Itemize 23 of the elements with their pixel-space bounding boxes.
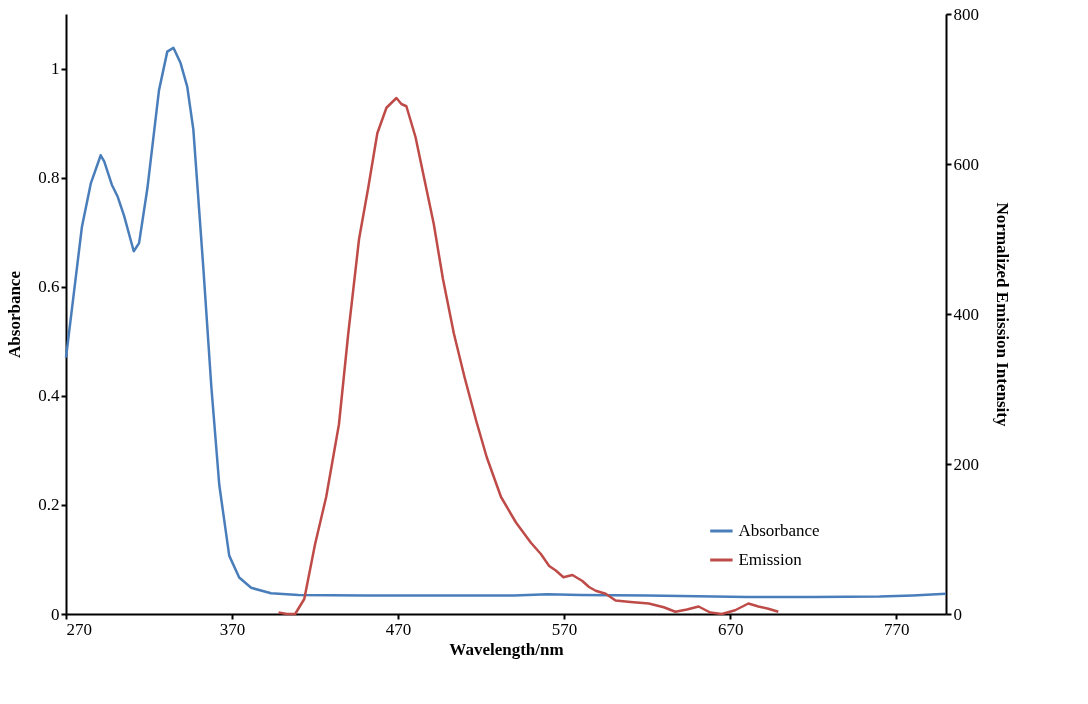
y-tick-label: 1 (51, 59, 60, 79)
y2-tick-label: 800 (953, 4, 979, 24)
y2-axis-title: Normalized Emission Intensity (993, 202, 1012, 427)
x-tick-label: 670 (717, 619, 744, 639)
x-axis-title: Wavelength/nm (449, 639, 564, 659)
y-tick-label: 0.6 (38, 277, 60, 297)
y-axis-title: Absorbance (5, 270, 25, 358)
y2-tick-label: 0 (953, 604, 962, 624)
x-tick-label: 370 (219, 619, 246, 639)
y-tick-label: 0.8 (38, 168, 60, 188)
x-tick-label: 270 (66, 619, 92, 639)
y2-tick-label: 200 (953, 454, 979, 474)
y2-tick-label: 600 (953, 154, 979, 174)
legend-label: Emission (738, 550, 803, 569)
y2-tick-label: 400 (953, 304, 979, 324)
legend-label: Absorbance (738, 521, 820, 540)
y-tick-label: 0.2 (38, 495, 60, 515)
x-tick-label: 570 (551, 619, 578, 639)
x-tick-label: 470 (385, 619, 412, 639)
y-tick-label: 0 (51, 604, 60, 624)
line-series (64, 46, 948, 599)
x-tick-label: 770 (883, 619, 910, 639)
y-tick-label: 0.4 (38, 386, 60, 406)
